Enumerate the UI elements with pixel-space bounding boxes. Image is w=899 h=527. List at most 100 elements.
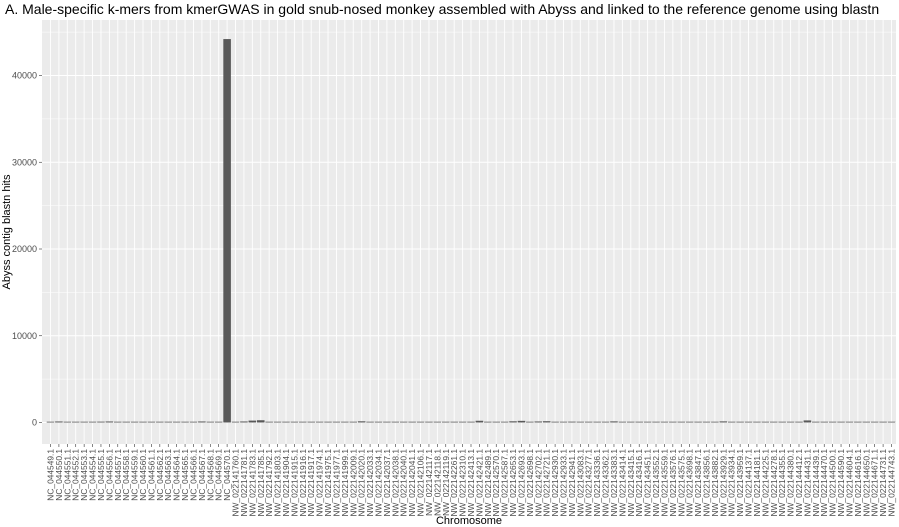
x-tick-label: NW_022142041.1 — [407, 449, 417, 517]
bar — [509, 421, 517, 423]
x-tick-label: NW_022142721.1 — [542, 449, 552, 517]
bar — [80, 421, 88, 423]
bar — [256, 420, 265, 423]
x-tick-label: NC_044557.1 — [113, 449, 123, 501]
x-tick-label: NW_022142119.1 — [441, 449, 451, 516]
x-tick-label: NW_022143576.1 — [668, 449, 678, 517]
bar — [198, 421, 206, 423]
x-tick-label: NW_022142698.1 — [525, 449, 535, 517]
plot-panel — [42, 20, 896, 444]
x-tick-label: NW_022144731.1 — [878, 449, 888, 517]
x-tick-label: NW_022144137.1 — [744, 449, 754, 517]
bar — [156, 421, 164, 423]
bar — [46, 421, 55, 423]
bar — [181, 421, 189, 423]
bar — [391, 421, 400, 423]
x-tick-label: NW_022144225.1 — [760, 449, 770, 517]
bar — [526, 421, 534, 423]
bar — [769, 421, 778, 423]
y-tick-label: 0 — [32, 418, 37, 428]
x-tick-label: NC_044551.1 — [62, 449, 72, 501]
bar — [113, 421, 122, 423]
x-axis: NC_044549.1NC_044550.1NC_044551.1NC_0445… — [46, 444, 897, 517]
x-tick-label: NW_022144590.1 — [836, 449, 846, 517]
bar — [685, 421, 694, 423]
x-tick-label: NW_022143959.1 — [735, 449, 745, 517]
x-tick-label: NW_022143383.1 — [609, 449, 619, 517]
bar — [324, 421, 332, 423]
bar — [450, 421, 458, 423]
bar — [273, 421, 282, 423]
bar — [635, 421, 643, 423]
x-tick-label: NW_022144181.1 — [752, 449, 762, 517]
bar — [248, 420, 257, 423]
bar — [795, 421, 803, 423]
x-tick-label: NW_022141977.1 — [331, 449, 341, 517]
x-tick-label: NW_022142310.1 — [458, 449, 468, 517]
x-tick-label: NC_044556.1 — [104, 449, 114, 501]
bar — [568, 421, 576, 423]
bar — [425, 421, 433, 423]
bar — [366, 421, 374, 423]
x-tick-label: NW_022143416.1 — [634, 449, 644, 517]
bar — [627, 421, 635, 423]
x-tick-label: NW_022142033.1 — [365, 449, 375, 517]
x-tick-label: NC_044570.1 — [222, 449, 232, 501]
x-tick-label: NW_022142421.1 — [474, 449, 484, 517]
bar — [458, 421, 467, 423]
x-tick-label: NC_044567.1 — [197, 449, 207, 501]
x-tick-label: NW_022141915.1 — [289, 449, 299, 517]
x-tick-label: NW_022143451.1 — [643, 449, 653, 517]
x-tick-label: NC_044555.1 — [96, 449, 106, 501]
bar — [677, 421, 686, 423]
bar — [214, 421, 223, 423]
bar — [736, 421, 744, 423]
x-tick-label: NW_022142118.1 — [432, 449, 442, 516]
x-tick-label: NW_022144743.1 — [887, 449, 897, 517]
y-axis: 0 10000 20000 30000 40000 — [12, 71, 42, 428]
x-tick-label: NW_022144616.1 — [853, 449, 863, 517]
x-tick-label: NW_022142117.1 — [424, 449, 434, 516]
bar — [231, 421, 240, 423]
bar — [223, 39, 231, 423]
bar — [820, 421, 829, 423]
x-tick-label: NW_022143083.1 — [575, 449, 585, 517]
bar — [719, 421, 728, 423]
bar — [441, 421, 450, 423]
bar — [307, 421, 315, 423]
bar — [551, 421, 559, 423]
bar — [206, 421, 215, 423]
x-tick-label: NW_022141904.1 — [281, 449, 291, 517]
bar — [433, 421, 442, 423]
x-tick-label: NC_044553.1 — [79, 449, 89, 501]
bar — [669, 421, 677, 423]
bar — [122, 421, 130, 423]
bar — [702, 421, 711, 423]
x-tick-label: NW_022144500.1 — [828, 449, 838, 517]
y-axis-title: Abyss contig blastn hits — [1, 174, 13, 289]
bar — [753, 421, 761, 423]
bar — [854, 421, 862, 423]
x-tick-label: NC_044560.1 — [138, 449, 148, 501]
bar — [290, 421, 299, 423]
x-tick-label: NW_022141974.1 — [315, 449, 325, 517]
y-tick-label: 30000 — [12, 157, 37, 167]
bar — [139, 421, 147, 423]
bar — [282, 421, 290, 423]
x-tick-label: NW_022143415.1 — [626, 449, 636, 517]
bar — [542, 421, 551, 423]
x-tick-label: NW_022142009.1 — [348, 449, 358, 517]
bar — [341, 421, 349, 423]
x-tick-label: NW_022142941.1 — [567, 449, 577, 517]
x-tick-label: NW_022142702.1 — [533, 449, 543, 517]
x-tick-label: NW_022143362.1 — [601, 449, 611, 517]
bar — [711, 421, 719, 423]
x-tick-label: NW_022141999.1 — [340, 449, 350, 517]
bar — [332, 421, 341, 423]
bar — [761, 421, 770, 423]
x-tick-label: NC_044558.1 — [121, 449, 131, 501]
x-tick-label: NW_022143856.1 — [701, 449, 711, 517]
bar — [727, 421, 736, 423]
bar — [618, 421, 627, 423]
x-tick-label: NC_044565.1 — [180, 449, 190, 501]
